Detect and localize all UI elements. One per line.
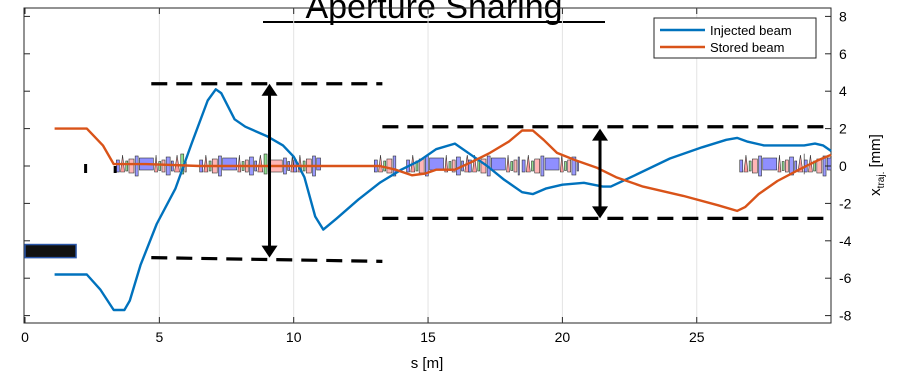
x-tick-label-2: 10 (286, 329, 302, 345)
legend-box (653, 17, 817, 59)
lattice-bend (525, 154, 531, 173)
lattice-bend (237, 154, 242, 173)
lattice-element (158, 161, 162, 171)
lattice-element (468, 159, 472, 173)
lattice-element (513, 159, 518, 173)
arrow-head-up (261, 83, 278, 96)
y-tick-label-4: 0 (839, 158, 847, 174)
aperture-arrows (261, 83, 609, 258)
y-axis-label-main: x (867, 188, 884, 196)
lattice-element (752, 158, 758, 174)
lattice-element (571, 156, 577, 176)
series-line-0 (54, 88, 832, 312)
lattice-segment-5 (468, 154, 520, 177)
lattice-bend (777, 154, 782, 173)
lattice-bend (378, 154, 383, 173)
series-lines (54, 88, 832, 312)
lattice-bend (203, 154, 209, 173)
y-tick-label-3: 2 (839, 121, 847, 137)
lattice-bend (559, 154, 564, 173)
x-tick-label-3: 15 (420, 329, 436, 345)
lattice-bend (743, 154, 749, 173)
lattice-element (531, 160, 534, 172)
y-axis-label-sub: traj. (876, 172, 887, 189)
lattice-magnet (544, 157, 560, 171)
lattice-magnet (491, 157, 506, 171)
lattice-segment-6 (521, 154, 579, 177)
y-axis-ticks: 8 6 4 2 0 -2 -4 -6 -8 (24, 8, 852, 324)
aperture-line-1 (151, 256, 383, 263)
y-tick-label-2: 4 (839, 83, 847, 99)
lattice-element (785, 159, 789, 173)
arrow-head-down (261, 245, 278, 258)
lattice-element (134, 155, 139, 177)
lattice-magnet (429, 157, 444, 171)
lattice-element (510, 161, 514, 171)
lattice-element (567, 159, 571, 173)
lattice-bend (257, 154, 264, 173)
lattice-element (748, 160, 752, 172)
septum-block (24, 243, 77, 259)
y-tick-label-1: 6 (839, 46, 847, 62)
lattice-bend (174, 154, 180, 173)
y-tick-label-7: -6 (839, 270, 852, 286)
lattice-bend (290, 154, 295, 173)
y-tick-label-8: -8 (839, 308, 852, 324)
x-tick-label-4: 20 (555, 329, 571, 345)
series-line-1 (54, 127, 832, 213)
lattice-element (521, 159, 526, 173)
y-tick-label-0: 8 (839, 8, 847, 24)
lattice-element (564, 161, 567, 171)
lattice-element (534, 158, 540, 174)
lattice-element (758, 155, 762, 177)
arrow-head-down (592, 206, 609, 219)
lattice-magnet (222, 157, 237, 171)
lattice-element (116, 159, 120, 173)
lattice-bend (444, 154, 449, 173)
arrow-head-up (592, 128, 609, 141)
lattice-segment-4 (406, 154, 471, 177)
lattice-element (161, 159, 166, 173)
lattice-element (781, 161, 785, 171)
lattice-element (739, 159, 744, 173)
lattice-segment-7 (739, 153, 805, 177)
lattice-element (125, 160, 129, 172)
svg-text:xtraj. [mm]: xtraj. [mm] (867, 134, 887, 196)
x-axis-ticks: 0 5 10 15 20 25 (21, 8, 705, 345)
lattice-element (128, 158, 135, 174)
y-axis-label: xtraj. [mm] (867, 134, 887, 196)
x-tick-label-5: 25 (689, 329, 705, 345)
lattice-element (456, 156, 461, 176)
lattice-element (794, 160, 798, 172)
legend-label-stored: Stored beam (710, 40, 784, 55)
lattice-element (392, 155, 397, 177)
lattice-element (386, 158, 393, 174)
x-axis-label: s [m] (411, 355, 444, 372)
legend: Injected beam Stored beam (653, 17, 817, 59)
lattice-marker (84, 164, 88, 173)
lattice-element (517, 156, 520, 176)
y-tick-label-5: -2 (839, 195, 852, 211)
lattice-element (540, 155, 545, 177)
x-tick-label-0: 0 (21, 329, 29, 345)
y-axis-label-unit: [mm] (867, 134, 884, 167)
lattice-magnet (826, 157, 832, 171)
lattice-element (451, 159, 456, 173)
aperture-arrow-1 (592, 128, 609, 219)
lattice-element (477, 160, 481, 172)
x-tick-label-1: 5 (155, 329, 163, 345)
lattice-magnet (263, 153, 268, 175)
aperture-lines (151, 82, 829, 263)
lattice-magnet (762, 157, 778, 171)
lattice-bend (506, 154, 510, 173)
legend-label-injected: Injected beam (710, 23, 792, 38)
lattice-element (789, 156, 794, 176)
aperture-arrow-0 (261, 83, 278, 258)
y-tick-label-6: -4 (839, 233, 852, 249)
lattice-bend (472, 154, 477, 173)
lattice-magnet (316, 157, 321, 171)
lattice-marker (113, 166, 117, 173)
